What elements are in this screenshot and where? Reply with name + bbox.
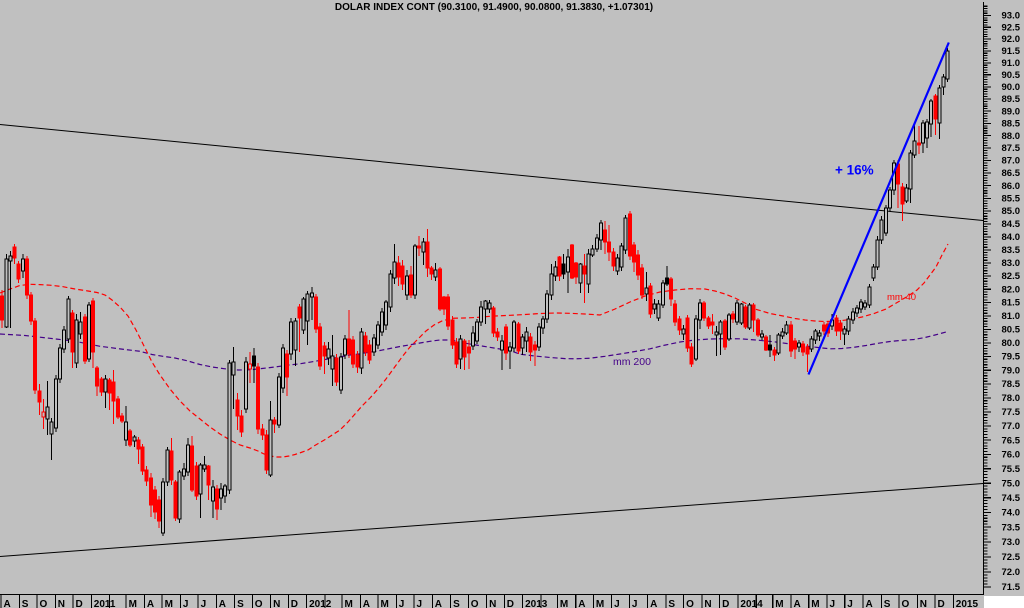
svg-text:91.5: 91.5 — [1002, 46, 1021, 57]
svg-text:N: N — [704, 599, 711, 608]
svg-text:82.5: 82.5 — [1002, 271, 1021, 282]
svg-text:M: M — [560, 599, 568, 608]
svg-text:S: S — [22, 599, 29, 608]
svg-text:A: A — [866, 599, 873, 608]
svg-text:82.0: 82.0 — [1002, 284, 1021, 295]
svg-text:+ 16%: + 16% — [835, 163, 874, 178]
svg-text:91.0: 91.0 — [1002, 58, 1021, 69]
svg-text:83.5: 83.5 — [1002, 245, 1021, 256]
svg-text:88.0: 88.0 — [1002, 131, 1021, 142]
svg-text:93.0: 93.0 — [1002, 11, 1021, 22]
svg-text:2015: 2015 — [956, 599, 979, 608]
svg-text:A: A — [435, 599, 442, 608]
svg-text:78.0: 78.0 — [1002, 393, 1021, 404]
svg-text:77.0: 77.0 — [1002, 421, 1021, 432]
svg-text:mm 40: mm 40 — [887, 292, 916, 303]
svg-text:N: N — [273, 599, 280, 608]
svg-text:D: D — [76, 599, 83, 608]
svg-text:J: J — [830, 599, 836, 608]
svg-text:81.0: 81.0 — [1002, 311, 1021, 322]
svg-text:J: J — [847, 599, 853, 608]
svg-text:A: A — [650, 599, 657, 608]
svg-text:M: M — [811, 599, 819, 608]
svg-text:mm 200: mm 200 — [613, 356, 651, 368]
svg-text:76.5: 76.5 — [1002, 435, 1021, 446]
svg-text:79.0: 79.0 — [1002, 365, 1021, 376]
svg-text:O: O — [902, 599, 910, 608]
svg-text:87.0: 87.0 — [1002, 156, 1021, 167]
svg-text:N: N — [58, 599, 65, 608]
svg-text:A: A — [147, 599, 154, 608]
svg-text:84.0: 84.0 — [1002, 232, 1021, 243]
svg-text:85.0: 85.0 — [1002, 206, 1021, 217]
svg-text:73.5: 73.5 — [1002, 522, 1021, 533]
svg-text:75.5: 75.5 — [1002, 464, 1021, 475]
svg-text:80.5: 80.5 — [1002, 325, 1021, 336]
svg-text:D: D — [507, 599, 514, 608]
svg-text:77.5: 77.5 — [1002, 407, 1021, 418]
svg-text:92.5: 92.5 — [1002, 22, 1021, 33]
svg-text:84.5: 84.5 — [1002, 219, 1021, 230]
svg-text:85.5: 85.5 — [1002, 194, 1021, 205]
svg-text:83.0: 83.0 — [1002, 258, 1021, 269]
svg-text:72.0: 72.0 — [1002, 567, 1021, 578]
svg-text:90.0: 90.0 — [1002, 82, 1021, 93]
svg-text:M: M — [596, 599, 604, 608]
svg-text:A: A — [794, 599, 801, 608]
svg-text:92.0: 92.0 — [1002, 34, 1021, 45]
svg-text:M: M — [129, 599, 137, 608]
svg-text:A: A — [4, 599, 11, 608]
svg-text:2011: 2011 — [94, 599, 116, 608]
svg-text:2013: 2013 — [525, 599, 548, 608]
svg-text:J: J — [399, 599, 405, 608]
svg-text:O: O — [255, 599, 263, 608]
svg-text:D: D — [291, 599, 298, 608]
svg-text:A: A — [363, 599, 370, 608]
svg-text:J: J — [201, 599, 207, 608]
svg-text:J: J — [183, 599, 189, 608]
svg-text:M: M — [775, 599, 783, 608]
svg-text:S: S — [453, 599, 460, 608]
svg-text:O: O — [686, 599, 694, 608]
svg-text:N: N — [920, 599, 927, 608]
svg-text:A: A — [219, 599, 226, 608]
svg-text:86.5: 86.5 — [1002, 168, 1021, 179]
svg-text:86.0: 86.0 — [1002, 181, 1021, 192]
svg-text:72.5: 72.5 — [1002, 552, 1021, 563]
svg-text:81.5: 81.5 — [1002, 298, 1021, 309]
svg-text:75.0: 75.0 — [1002, 478, 1021, 489]
svg-text:71.5: 71.5 — [1002, 582, 1021, 593]
svg-text:2012: 2012 — [309, 599, 332, 608]
svg-text:D: D — [722, 599, 729, 608]
svg-text:87.5: 87.5 — [1002, 143, 1021, 154]
svg-text:90.5: 90.5 — [1002, 70, 1021, 81]
svg-text:S: S — [237, 599, 244, 608]
svg-text:N: N — [489, 599, 496, 608]
svg-text:J: J — [614, 599, 620, 608]
svg-text:78.5: 78.5 — [1002, 379, 1021, 390]
svg-text:S: S — [884, 599, 891, 608]
svg-text:A: A — [578, 599, 585, 608]
svg-text:S: S — [668, 599, 675, 608]
svg-text:O: O — [40, 599, 48, 608]
svg-text:J: J — [632, 599, 638, 608]
svg-text:76.0: 76.0 — [1002, 450, 1021, 461]
svg-text:79.5: 79.5 — [1002, 352, 1021, 363]
svg-text:88.5: 88.5 — [1002, 119, 1021, 130]
svg-text:73.0: 73.0 — [1002, 537, 1021, 548]
svg-text:89.5: 89.5 — [1002, 94, 1021, 105]
svg-text:M: M — [345, 599, 353, 608]
svg-text:2014: 2014 — [740, 599, 763, 608]
svg-text:74.5: 74.5 — [1002, 493, 1021, 504]
svg-text:89.0: 89.0 — [1002, 106, 1021, 117]
svg-text:D: D — [938, 599, 945, 608]
svg-text:J: J — [417, 599, 423, 608]
svg-text:74.0: 74.0 — [1002, 508, 1021, 519]
svg-text:M: M — [381, 599, 389, 608]
svg-text:DOLAR INDEX CONT (90.3100, 91.: DOLAR INDEX CONT (90.3100, 91.4900, 90.0… — [335, 2, 653, 13]
svg-text:M: M — [165, 599, 173, 608]
svg-text:80.0: 80.0 — [1002, 338, 1021, 349]
svg-text:O: O — [471, 599, 479, 608]
